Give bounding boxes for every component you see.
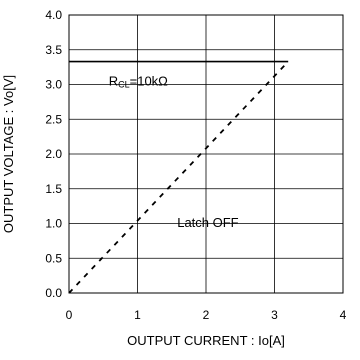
y-tick-label: 0.5 xyxy=(45,251,62,265)
tick-labels: 0.0 0.5 1.0 1.5 2.0 2.5 3.0 3.5 4.0 0 1 2 3 4 xyxy=(45,8,346,322)
x-tick-label: 3 xyxy=(271,308,278,322)
y-tick-label: 1.0 xyxy=(45,217,62,231)
x-tick-label: 4 xyxy=(340,308,347,322)
y-tick-label: 0.0 xyxy=(45,286,62,300)
rcl-value: =10kΩ xyxy=(130,73,169,88)
plot-frame xyxy=(68,14,344,294)
x-axis-label: OUTPUT CURRENT : Io[A] xyxy=(127,333,285,348)
rcl-subscript: CL xyxy=(118,79,130,89)
y-tick-label: 3.5 xyxy=(45,43,62,57)
x-tick-label: 2 xyxy=(203,308,210,322)
x-tick-label: 1 xyxy=(134,308,141,322)
y-tick-label: 2.5 xyxy=(45,112,62,126)
y-tick-label: 3.0 xyxy=(45,78,62,92)
rcl-annotation: RCL=10kΩ xyxy=(109,73,168,89)
y-tick-label: 2.0 xyxy=(45,147,62,161)
grid xyxy=(69,15,343,293)
x-tick-label: 0 xyxy=(66,308,73,322)
y-tick-label: 1.5 xyxy=(45,182,62,196)
series-dashed-line xyxy=(68,60,289,294)
rcl-main: R xyxy=(109,73,118,88)
series-lines xyxy=(68,60,289,294)
y-axis-label: OUTPUT VOLTAGE : Vo[V] xyxy=(1,75,16,233)
latch-off-annotation: Latch OFF xyxy=(177,215,238,230)
y-tick-label: 4.0 xyxy=(45,8,62,22)
